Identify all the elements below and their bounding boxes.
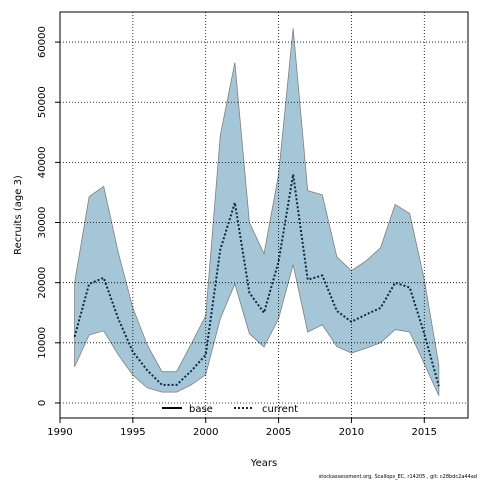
- legend-label-base: base: [189, 404, 213, 415]
- confidence-band: [74, 28, 440, 396]
- legend-label-current: current: [262, 404, 298, 415]
- x-tick-label-1995: 1995: [120, 427, 145, 438]
- x-axis-title: Years: [250, 458, 277, 469]
- x-tick-label-1990: 1990: [47, 427, 72, 438]
- x-tick-label-2015: 2015: [412, 427, 437, 438]
- y-tick-label-30000: 30000: [37, 207, 48, 239]
- credit-text: stockassessment.org, Scallops_EC, r14205…: [319, 474, 477, 480]
- y-axis-title: Recruits (age 3): [13, 175, 24, 255]
- series-line-current: [73, 174, 440, 387]
- plot-frame: [59, 11, 469, 419]
- y-tick-label-60000: 60000: [37, 26, 48, 58]
- grid-layer: [59, 12, 468, 418]
- confidence-band-layer: [74, 28, 440, 396]
- y-tick-label-20000: 20000: [37, 267, 48, 299]
- x-tick-label-2010: 2010: [339, 427, 364, 438]
- x-tick-label-2005: 2005: [266, 427, 291, 438]
- y-tick-label-0: 0: [37, 400, 48, 406]
- y-tick-label-10000: 10000: [37, 327, 48, 359]
- y-tick-label-50000: 50000: [37, 86, 48, 118]
- series-layer: [73, 174, 440, 387]
- axis-layer: 1990 1995 2000 2005 2010 2015 0 10000 20000 30000…: [37, 26, 437, 438]
- y-tick-label-40000: 40000: [37, 146, 48, 178]
- x-tick-label-2000: 2000: [193, 427, 218, 438]
- legend: base current: [162, 404, 298, 415]
